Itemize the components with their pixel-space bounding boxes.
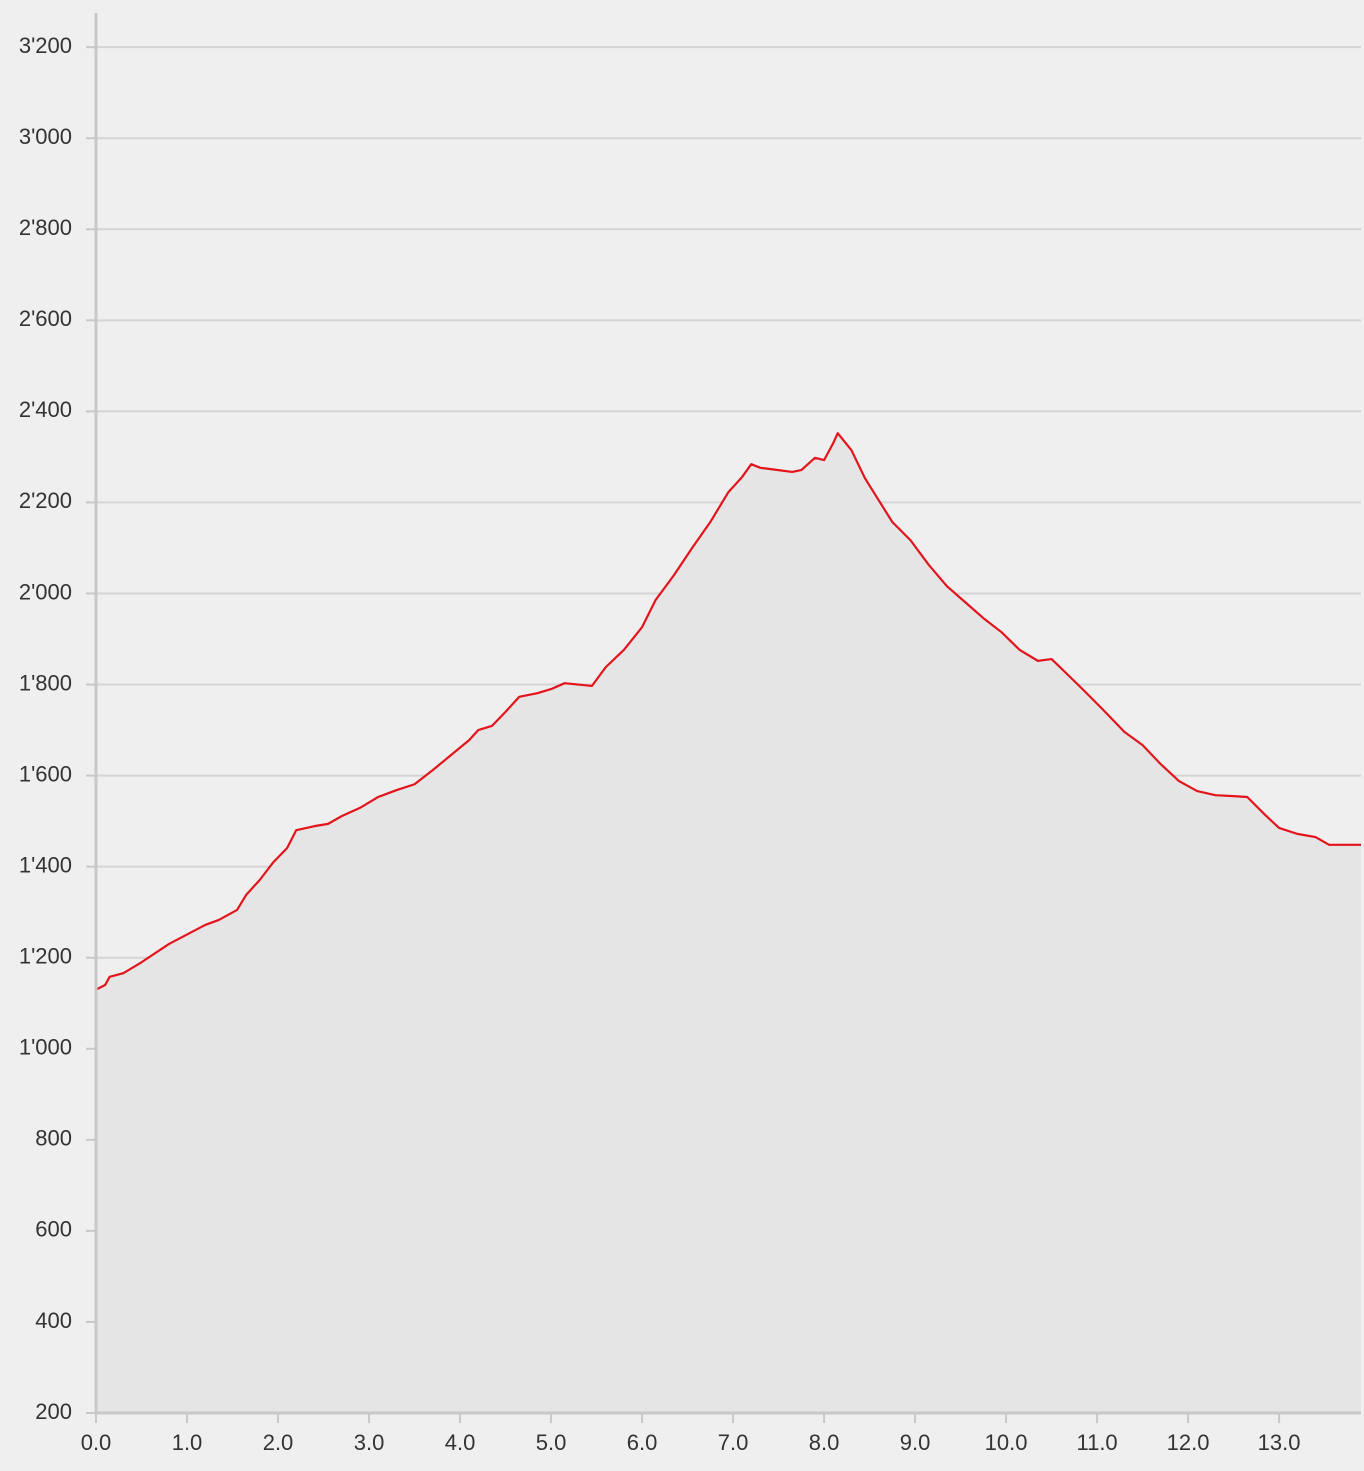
- y-tick-label: 1'000: [19, 1035, 72, 1060]
- y-tick-label: 3'000: [19, 124, 72, 149]
- x-tick-label: 1.0: [172, 1430, 203, 1455]
- x-tick-label: 8.0: [809, 1430, 840, 1455]
- y-tick-label: 1'200: [19, 944, 72, 969]
- x-tick-label: 7.0: [718, 1430, 749, 1455]
- y-tick-label: 200: [35, 1399, 72, 1424]
- y-tick-label: 600: [35, 1217, 72, 1242]
- y-tick-label: 2'800: [19, 215, 72, 240]
- y-tick-label: 1'800: [19, 670, 72, 695]
- y-tick-label: 2'400: [19, 397, 72, 422]
- x-tick-label: 10.0: [985, 1430, 1028, 1455]
- x-tick-label: 2.0: [263, 1430, 294, 1455]
- y-tick-label: 1'600: [19, 761, 72, 786]
- area: [96, 433, 1361, 1413]
- y-tick-label: 400: [35, 1308, 72, 1333]
- y-tick-label: 3'200: [19, 33, 72, 58]
- x-tick-label: 0.0: [81, 1430, 112, 1455]
- x-tick-label: 6.0: [627, 1430, 658, 1455]
- line: [95, 432, 1361, 991]
- x-tick-label: 9.0: [900, 1430, 931, 1455]
- x-tick-label: 3.0: [354, 1430, 385, 1455]
- x-tick-label: 12.0: [1167, 1430, 1210, 1455]
- x-tick-label: 4.0: [445, 1430, 476, 1455]
- x-tick-label: 11.0: [1076, 1430, 1117, 1455]
- y-tick-label: 2'600: [19, 306, 72, 331]
- y-tick-label: 1'400: [19, 852, 72, 877]
- x-tick-label: 5.0: [536, 1430, 567, 1455]
- y-tick-label: 2'200: [19, 488, 72, 513]
- x-tick-label: 13.0: [1258, 1430, 1301, 1455]
- y-tick-label: 800: [35, 1126, 72, 1151]
- y-tick-label: 2'000: [19, 579, 72, 604]
